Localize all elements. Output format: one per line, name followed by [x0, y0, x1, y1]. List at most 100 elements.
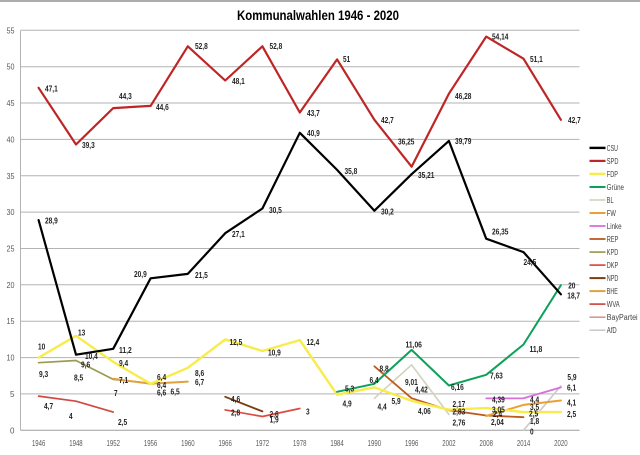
svg-text:2,6: 2,6	[270, 410, 280, 419]
svg-text:9,6: 9,6	[81, 361, 91, 370]
svg-text:1960: 1960	[181, 439, 195, 448]
svg-text:2,17: 2,17	[453, 400, 466, 409]
svg-text:BHE: BHE	[607, 287, 618, 296]
svg-text:1956: 1956	[144, 439, 158, 448]
svg-text:4,06: 4,06	[418, 407, 431, 416]
svg-text:7,1: 7,1	[119, 376, 129, 385]
svg-text:5: 5	[10, 390, 15, 399]
svg-text:48,1: 48,1	[232, 77, 245, 86]
svg-text:2,8: 2,8	[231, 408, 241, 417]
svg-text:40: 40	[7, 135, 15, 144]
svg-text:44,6: 44,6	[156, 103, 169, 112]
svg-text:3,05: 3,05	[492, 406, 505, 415]
svg-text:35,21: 35,21	[418, 171, 435, 180]
svg-text:13: 13	[78, 328, 86, 337]
svg-text:9,3: 9,3	[39, 370, 49, 379]
svg-text:1978: 1978	[293, 439, 307, 448]
svg-text:2,4: 2,4	[493, 410, 503, 419]
svg-text:26,35: 26,35	[492, 228, 509, 237]
svg-text:47,1: 47,1	[45, 84, 58, 93]
svg-text:AfD: AfD	[607, 326, 617, 335]
svg-text:12,4: 12,4	[307, 338, 320, 347]
svg-text:7: 7	[114, 389, 118, 398]
svg-text:10,4: 10,4	[85, 352, 98, 361]
svg-text:5,9: 5,9	[567, 373, 577, 382]
svg-text:NPD: NPD	[607, 274, 619, 283]
svg-text:4,9: 4,9	[343, 399, 353, 408]
svg-text:2,76: 2,76	[453, 418, 466, 427]
svg-text:REP: REP	[607, 235, 619, 244]
svg-text:2,5: 2,5	[118, 418, 128, 427]
svg-text:4,42: 4,42	[415, 385, 428, 394]
svg-text:46,28: 46,28	[455, 92, 472, 101]
svg-text:42,7: 42,7	[381, 116, 394, 125]
svg-text:2,5: 2,5	[567, 410, 577, 419]
svg-text:42,7: 42,7	[568, 116, 581, 125]
svg-text:28,9: 28,9	[45, 217, 58, 226]
svg-text:20: 20	[568, 282, 576, 291]
svg-text:10,9: 10,9	[268, 349, 281, 358]
svg-text:45: 45	[7, 99, 15, 108]
svg-text:6,4: 6,4	[370, 376, 380, 385]
svg-text:2014: 2014	[517, 439, 531, 448]
svg-text:44,3: 44,3	[119, 92, 132, 101]
svg-text:3: 3	[306, 408, 310, 417]
svg-text:2002: 2002	[442, 439, 456, 448]
svg-text:BayPartei: BayPartei	[607, 313, 638, 322]
svg-text:39,3: 39,3	[82, 141, 95, 150]
svg-text:18,7: 18,7	[567, 291, 580, 300]
svg-text:4,7: 4,7	[44, 402, 53, 411]
svg-text:4,4: 4,4	[378, 403, 388, 412]
svg-text:30,5: 30,5	[269, 206, 282, 215]
svg-text:39,79: 39,79	[455, 137, 472, 146]
svg-text:1990: 1990	[368, 439, 382, 448]
svg-text:30: 30	[7, 208, 15, 217]
svg-text:11,8: 11,8	[530, 345, 543, 354]
svg-text:12,5: 12,5	[230, 338, 243, 347]
svg-text:4,39: 4,39	[492, 396, 505, 405]
svg-text:6,16: 6,16	[451, 383, 464, 392]
svg-text:4,1: 4,1	[567, 399, 577, 408]
svg-text:8,8: 8,8	[380, 365, 390, 374]
svg-text:1984: 1984	[330, 439, 344, 448]
svg-text:20: 20	[7, 281, 15, 290]
svg-text:1952: 1952	[107, 439, 121, 448]
svg-text:35: 35	[7, 172, 15, 181]
svg-text:52,8: 52,8	[195, 42, 208, 51]
svg-text:0: 0	[10, 426, 15, 435]
svg-text:51,1: 51,1	[530, 55, 543, 64]
svg-text:Linke: Linke	[607, 222, 622, 231]
svg-text:11,2: 11,2	[119, 346, 132, 355]
svg-text:11,06: 11,06	[406, 340, 423, 349]
svg-text:CSU: CSU	[607, 144, 618, 153]
svg-text:1996: 1996	[405, 439, 419, 448]
svg-text:9,4: 9,4	[119, 359, 129, 368]
svg-text:35,8: 35,8	[345, 167, 358, 176]
svg-text:27,1: 27,1	[232, 230, 245, 239]
svg-text:52,8: 52,8	[270, 42, 283, 51]
svg-text:1966: 1966	[218, 439, 232, 448]
svg-text:7,63: 7,63	[490, 372, 503, 381]
svg-text:21,5: 21,5	[195, 271, 208, 280]
svg-text:FDP: FDP	[607, 170, 618, 179]
svg-text:8,5: 8,5	[74, 373, 84, 382]
svg-text:5,3: 5,3	[345, 384, 355, 393]
svg-text:6,4: 6,4	[157, 373, 167, 382]
svg-text:1,9: 1,9	[270, 415, 280, 424]
svg-text:54,14: 54,14	[492, 32, 509, 41]
svg-text:1946: 1946	[32, 439, 46, 448]
svg-text:30,2: 30,2	[381, 208, 394, 217]
svg-text:40,9: 40,9	[307, 129, 320, 138]
svg-text:BL: BL	[607, 196, 614, 205]
svg-text:FW: FW	[607, 209, 616, 218]
svg-text:2020: 2020	[554, 439, 568, 448]
svg-text:1972: 1972	[256, 439, 270, 448]
svg-text:Kommunalwahlen 1946 - 2020: Kommunalwahlen 1946 - 2020	[237, 7, 399, 23]
svg-text:36,25: 36,25	[398, 138, 415, 147]
svg-text:Grüne: Grüne	[607, 183, 625, 192]
svg-text:4,6: 4,6	[231, 395, 241, 404]
svg-text:24,5: 24,5	[524, 258, 537, 267]
svg-text:2,5: 2,5	[529, 410, 539, 419]
svg-text:4: 4	[69, 412, 73, 421]
svg-text:10: 10	[7, 354, 15, 363]
